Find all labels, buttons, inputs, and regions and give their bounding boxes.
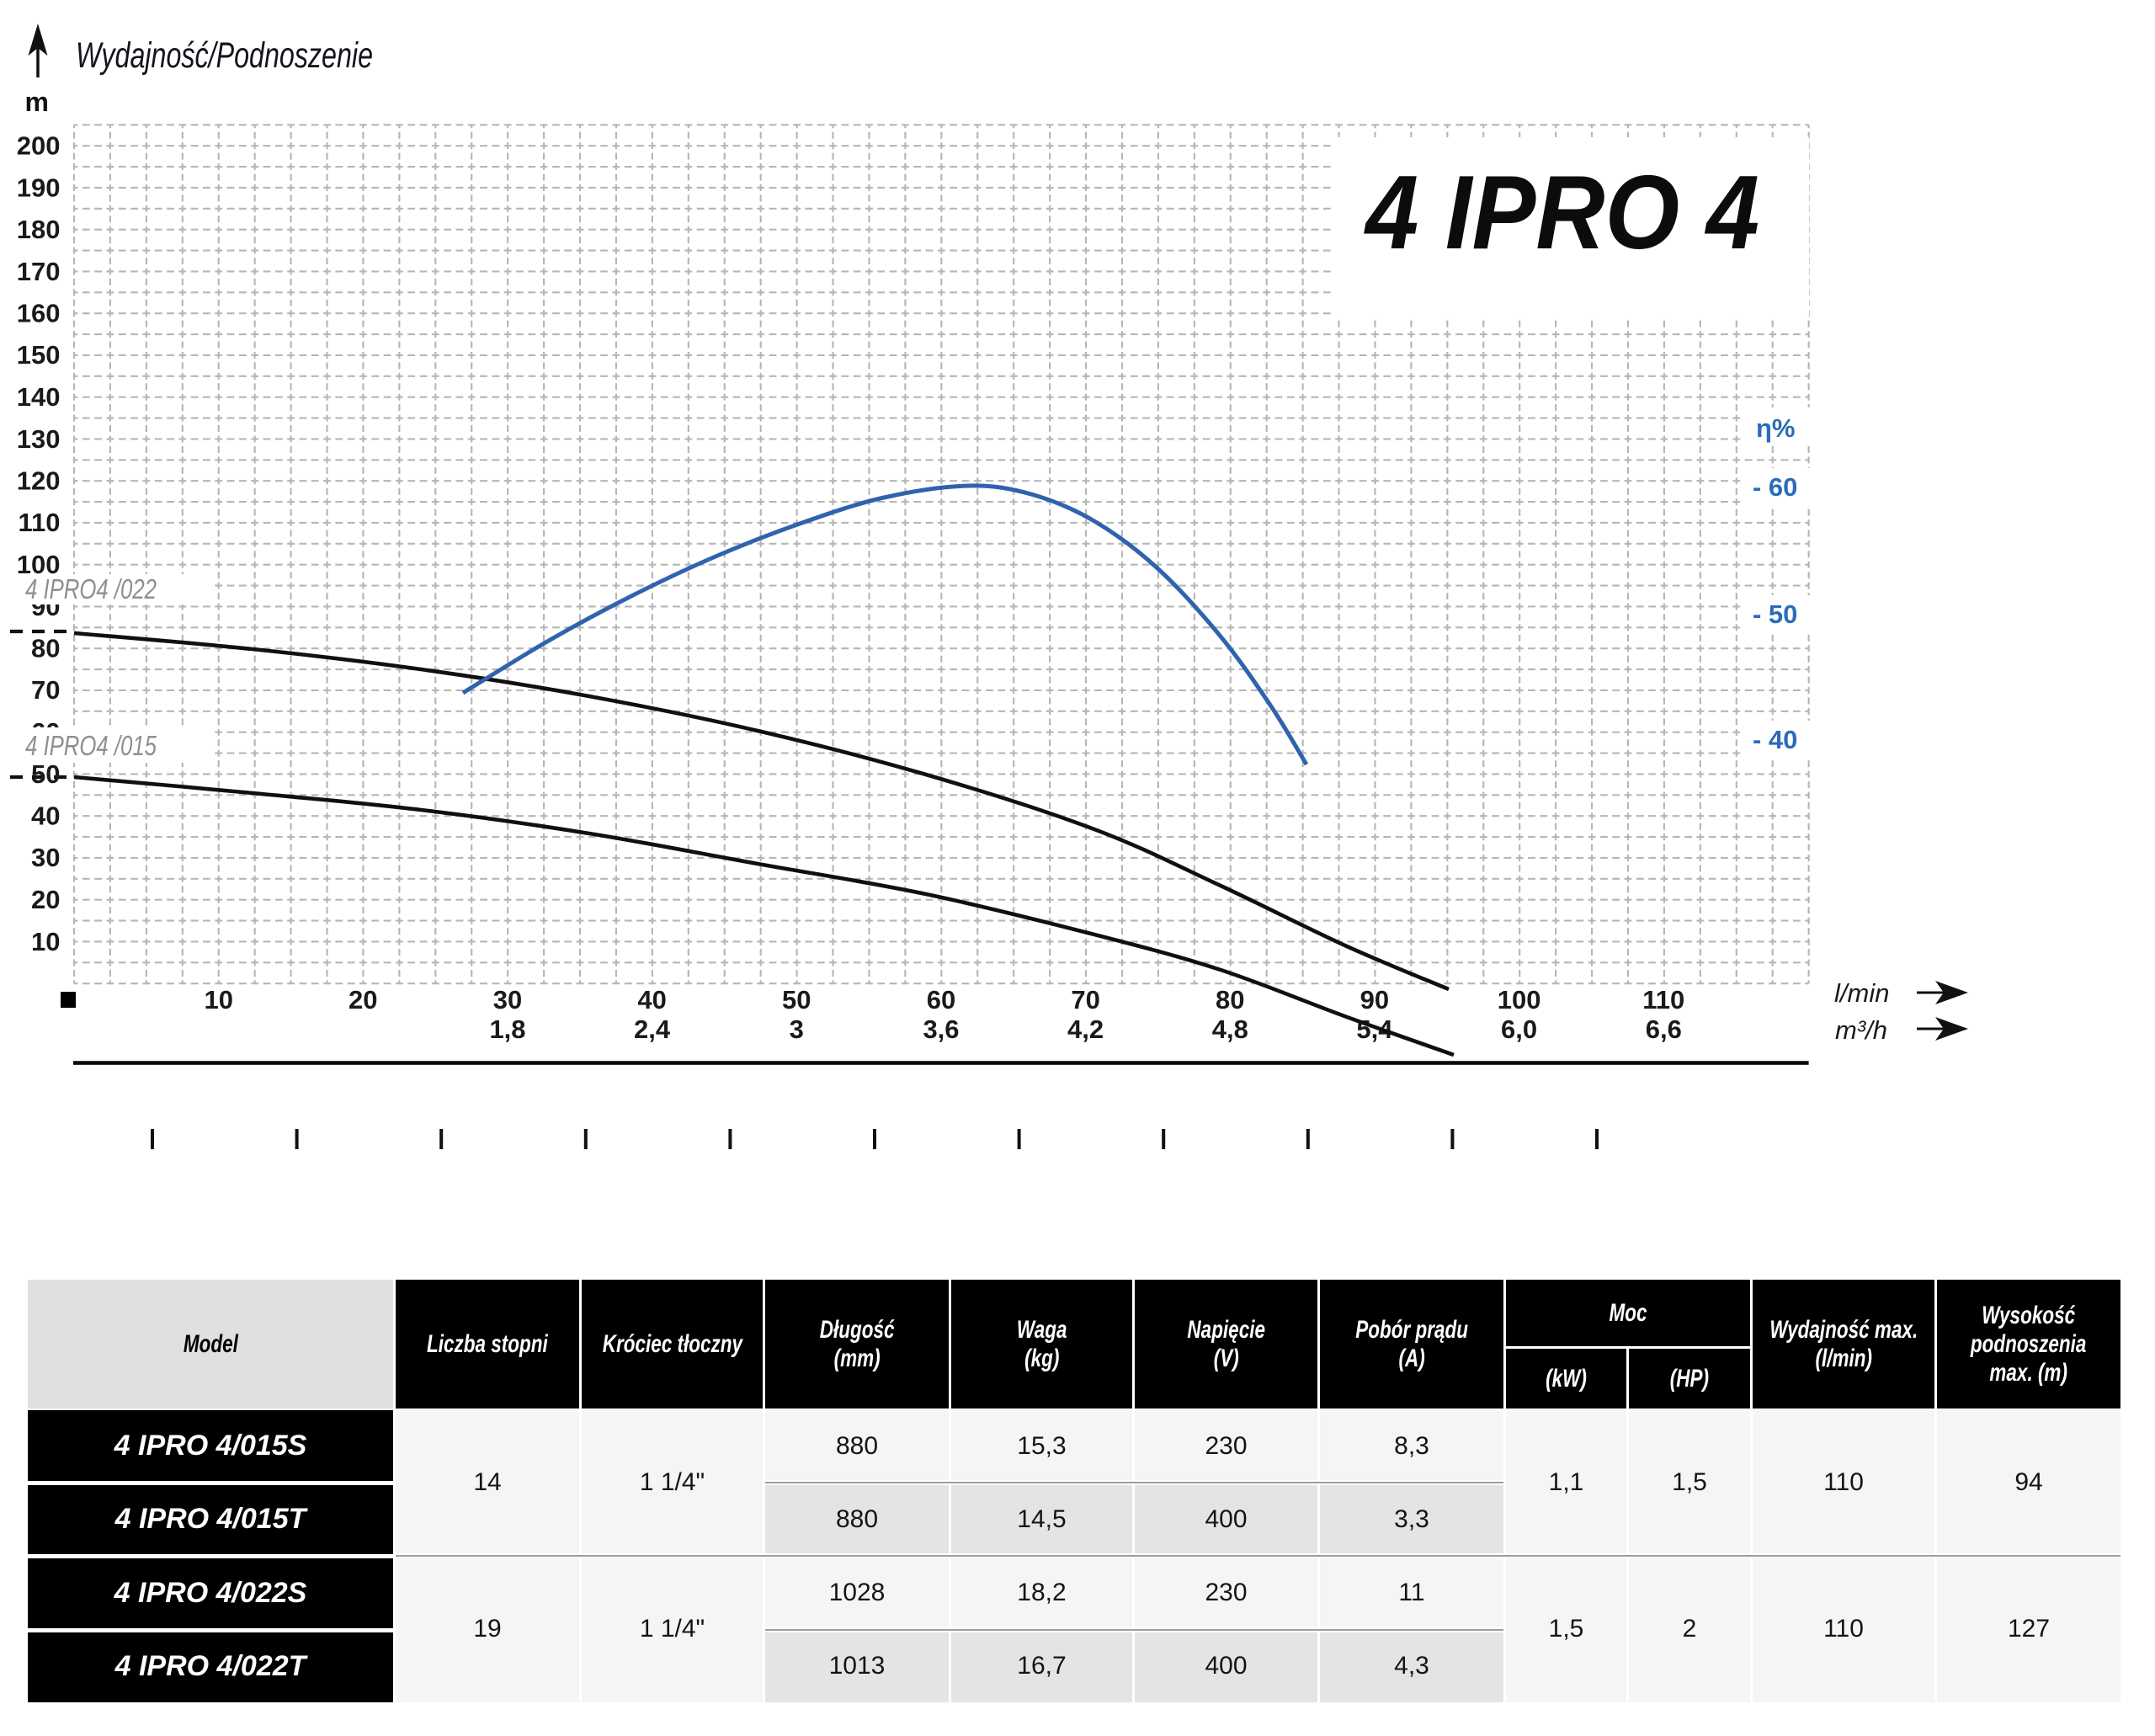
svg-text:110: 110 <box>1642 985 1684 1014</box>
svg-text:90: 90 <box>1360 985 1389 1014</box>
svg-text:3,6: 3,6 <box>923 1014 959 1044</box>
svg-text:10: 10 <box>31 927 60 956</box>
svg-text:200: 200 <box>17 131 61 161</box>
svg-text:130: 130 <box>17 424 61 454</box>
svg-text:4,8: 4,8 <box>1212 1014 1248 1044</box>
svg-text:1,8: 1,8 <box>489 1014 525 1044</box>
svg-text:140: 140 <box>17 382 61 412</box>
svg-text:170: 170 <box>17 257 61 286</box>
svg-text:2,4: 2,4 <box>634 1014 671 1044</box>
svg-text:3: 3 <box>790 1014 804 1044</box>
svg-text:60: 60 <box>927 985 955 1014</box>
svg-text:100: 100 <box>1498 985 1541 1014</box>
svg-text:20: 20 <box>31 885 60 914</box>
svg-text:l/min: l/min <box>1834 978 1889 1008</box>
svg-text:70: 70 <box>31 675 60 705</box>
svg-text:50: 50 <box>782 985 811 1014</box>
svg-text:50: 50 <box>31 759 60 789</box>
svg-text:6,0: 6,0 <box>1501 1014 1537 1044</box>
svg-text:4 IPRO4 /022: 4 IPRO4 /022 <box>25 573 157 604</box>
svg-text:20: 20 <box>349 985 377 1014</box>
svg-text:70: 70 <box>1071 985 1099 1014</box>
svg-text:160: 160 <box>17 299 61 328</box>
svg-text:4,2: 4,2 <box>1067 1014 1104 1044</box>
svg-text:m: m <box>25 87 49 117</box>
svg-text:4 IPRO 4: 4 IPRO 4 <box>1363 155 1759 271</box>
svg-text:- 40: - 40 <box>1753 725 1797 754</box>
svg-text:40: 40 <box>31 801 60 831</box>
svg-text:190: 190 <box>17 173 61 202</box>
svg-text:120: 120 <box>17 466 61 496</box>
svg-text:η%: η% <box>1756 413 1796 443</box>
svg-text:150: 150 <box>17 340 61 370</box>
svg-text:- 60: - 60 <box>1753 472 1797 502</box>
svg-text:5,4: 5,4 <box>1356 1014 1393 1044</box>
svg-text:80: 80 <box>1216 985 1244 1014</box>
svg-text:80: 80 <box>31 634 60 663</box>
svg-text:4 IPRO4 /015: 4 IPRO4 /015 <box>25 730 157 761</box>
svg-text:180: 180 <box>17 215 61 244</box>
svg-text:110: 110 <box>18 508 60 537</box>
svg-text:40: 40 <box>637 985 666 1014</box>
svg-text:30: 30 <box>31 843 60 872</box>
svg-text:10: 10 <box>204 985 232 1014</box>
svg-text:- 50: - 50 <box>1753 599 1797 629</box>
svg-text:6,6: 6,6 <box>1646 1014 1682 1044</box>
svg-text:30: 30 <box>493 985 522 1014</box>
svg-text:Wydajność/Podnoszenie: Wydajność/Podnoszenie <box>76 35 373 76</box>
svg-text:m³/h: m³/h <box>1835 1015 1887 1045</box>
